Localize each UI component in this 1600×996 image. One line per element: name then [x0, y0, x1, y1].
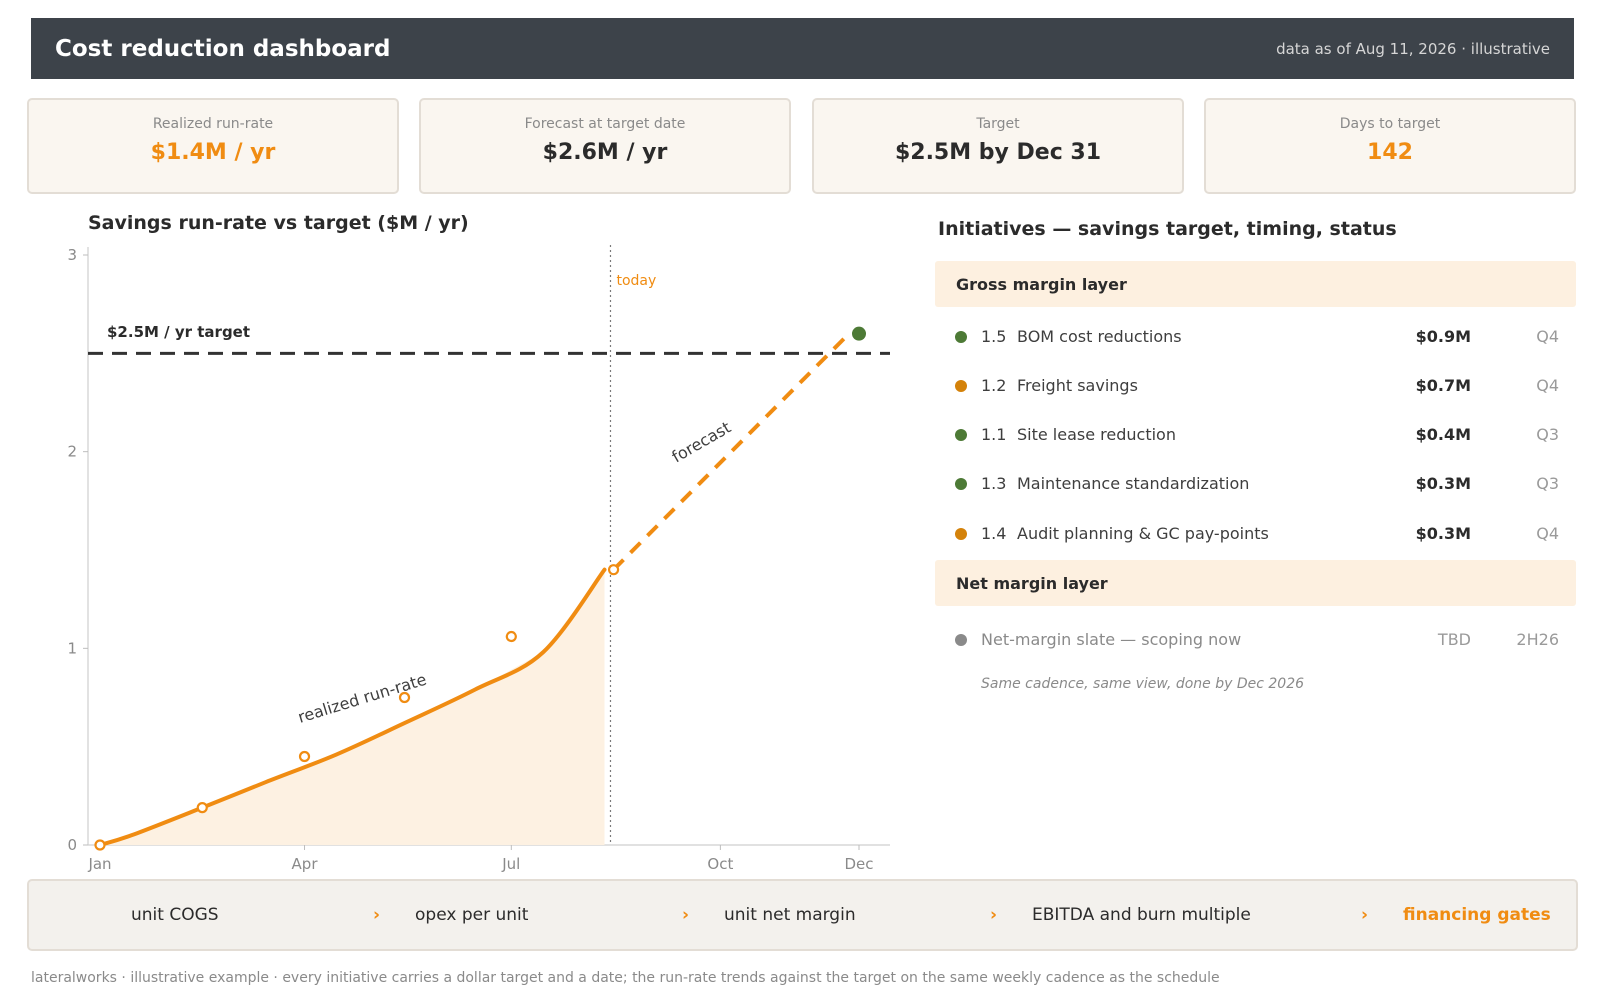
initiative-number: 1.1: [981, 425, 1007, 444]
initiative-row: Net-margin slate — scoping now TBD 2H26: [935, 625, 1559, 655]
initiative-row: 1.5 BOM cost reductions $0.9M Q4: [935, 322, 1559, 352]
initiative-quarter: Q4: [1536, 327, 1559, 346]
initiative-name: Site lease reduction: [1017, 425, 1176, 444]
y-tick-label: 3: [67, 246, 77, 264]
initiative-amount: $0.4M: [1415, 425, 1471, 444]
layer-header-gross-margin: Gross margin layer: [935, 261, 1576, 307]
metric-flow-bar: unit COGS › opex per unit › unit net mar…: [27, 879, 1578, 951]
flow-step-opex-per-unit: opex per unit: [415, 905, 529, 925]
initiative-name: Audit planning & GC pay-points: [1017, 524, 1269, 543]
kpi-card-days-to-target: Days to target 142: [1204, 98, 1576, 194]
initiative-amount: TBD: [1437, 630, 1471, 649]
flow-step-unit-net-margin: unit net margin: [724, 905, 856, 925]
forecast-line: [612, 332, 851, 572]
dashboard-header: Cost reduction dashboard data as of Aug …: [31, 18, 1574, 79]
layer-header-net-margin: Net margin layer: [935, 560, 1576, 606]
initiative-quarter: Q4: [1536, 376, 1559, 395]
initiative-quarter: Q3: [1536, 425, 1559, 444]
today-label: today: [616, 273, 656, 289]
chevron-right-icon: ›: [682, 905, 690, 925]
status-dot: [955, 634, 967, 646]
realized-point-marker: [398, 691, 411, 704]
initiative-amount: $0.3M: [1415, 474, 1471, 493]
kpi-value: 142: [1367, 140, 1413, 165]
x-tick-label: Jul: [501, 855, 520, 873]
realized-point-marker: [607, 564, 620, 576]
initiative-row: 1.1 Site lease reduction $0.4M Q3: [935, 420, 1559, 450]
initiative-quarter: 2H26: [1516, 630, 1559, 649]
kpi-value: $1.4M / yr: [150, 140, 276, 165]
flow-step-unit-cogs: unit COGS: [131, 905, 219, 925]
chart-title: Savings run-rate vs target ($M / yr): [88, 212, 469, 234]
realized-point-marker: [94, 839, 106, 851]
realized-point-marker: [298, 750, 311, 763]
initiative-number: 1.3: [981, 474, 1007, 493]
data-as-of-label: data as of Aug 11, 2026 · illustrative: [1276, 39, 1550, 58]
initiative-row: 1.3 Maintenance standardization $0.3M Q3: [935, 469, 1559, 499]
realized-run-rate-line: [98, 567, 607, 847]
initiative-quarter: Q3: [1536, 474, 1559, 493]
realized-area-fill: [100, 569, 605, 845]
kpi-label: Target: [976, 116, 1020, 132]
initiative-amount: $0.9M: [1415, 327, 1471, 346]
initiative-number: 1.2: [981, 376, 1007, 395]
flow-step-ebitda: EBITDA and burn multiple: [1032, 905, 1251, 925]
kpi-card-forecast: Forecast at target date $2.6M / yr: [419, 98, 791, 194]
initiative-name: Net-margin slate — scoping now: [981, 630, 1242, 649]
initiative-row: 1.2 Freight savings $0.7M Q4: [935, 371, 1559, 401]
forecast-end-marker: [852, 326, 866, 341]
kpi-card-target: Target $2.5M by Dec 31: [812, 98, 1184, 194]
initiative-name: Maintenance standardization: [1017, 474, 1250, 493]
initiative-quarter: Q4: [1536, 524, 1559, 543]
chevron-right-icon: ›: [373, 905, 381, 925]
initiative-row: 1.4 Audit planning & GC pay-points $0.3M…: [935, 519, 1559, 549]
initiative-number: 1.4: [981, 524, 1007, 543]
kpi-label: Forecast at target date: [524, 116, 686, 132]
initiative-name: BOM cost reductions: [1017, 327, 1182, 346]
y-tick-label: 2: [67, 443, 77, 461]
initiative-name: Freight savings: [1017, 376, 1138, 395]
x-tick-label: Oct: [707, 855, 733, 873]
chevron-right-icon: ›: [990, 905, 998, 925]
footer-note: lateralworks · illustrative example · ev…: [31, 970, 1220, 986]
x-tick-label: Jan: [87, 855, 111, 873]
chevron-right-icon: ›: [1361, 905, 1369, 925]
kpi-label: Days to target: [1339, 116, 1441, 132]
initiative-amount: $0.3M: [1415, 524, 1471, 543]
status-dot: [955, 478, 967, 490]
kpi-card-realized: Realized run-rate $1.4M / yr: [27, 98, 399, 194]
status-dot: [955, 380, 967, 392]
status-dot: [955, 528, 967, 540]
kpi-label: Realized run-rate: [152, 116, 274, 132]
status-dot: [955, 331, 967, 343]
x-tick-label: Apr: [292, 855, 319, 873]
kpi-value: $2.5M by Dec 31: [894, 140, 1102, 165]
initiatives-title: Initiatives — savings target, timing, st…: [938, 218, 1397, 240]
initiative-number: 1.5: [981, 327, 1007, 346]
realized-point-marker: [196, 802, 208, 814]
y-tick-label: 0: [67, 836, 77, 854]
y-tick-label: 1: [67, 639, 77, 657]
page-title: Cost reduction dashboard: [55, 35, 391, 62]
kpi-value: $2.6M / yr: [542, 140, 668, 165]
savings-chart: 0 1 2 3 Jan Apr Jul Oct Dec today $2.5M / yr targe…: [67, 245, 890, 873]
initiative-amount: $0.7M: [1415, 376, 1471, 395]
net-margin-note: Same cadence, same view, done by Dec 202…: [981, 676, 1305, 692]
realized-point-marker: [505, 630, 517, 643]
flow-step-financing-gates: financing gates: [1403, 905, 1551, 925]
x-tick-label: Dec: [844, 855, 873, 873]
target-label: $2.5M / yr target: [107, 323, 250, 341]
status-dot: [955, 429, 967, 441]
